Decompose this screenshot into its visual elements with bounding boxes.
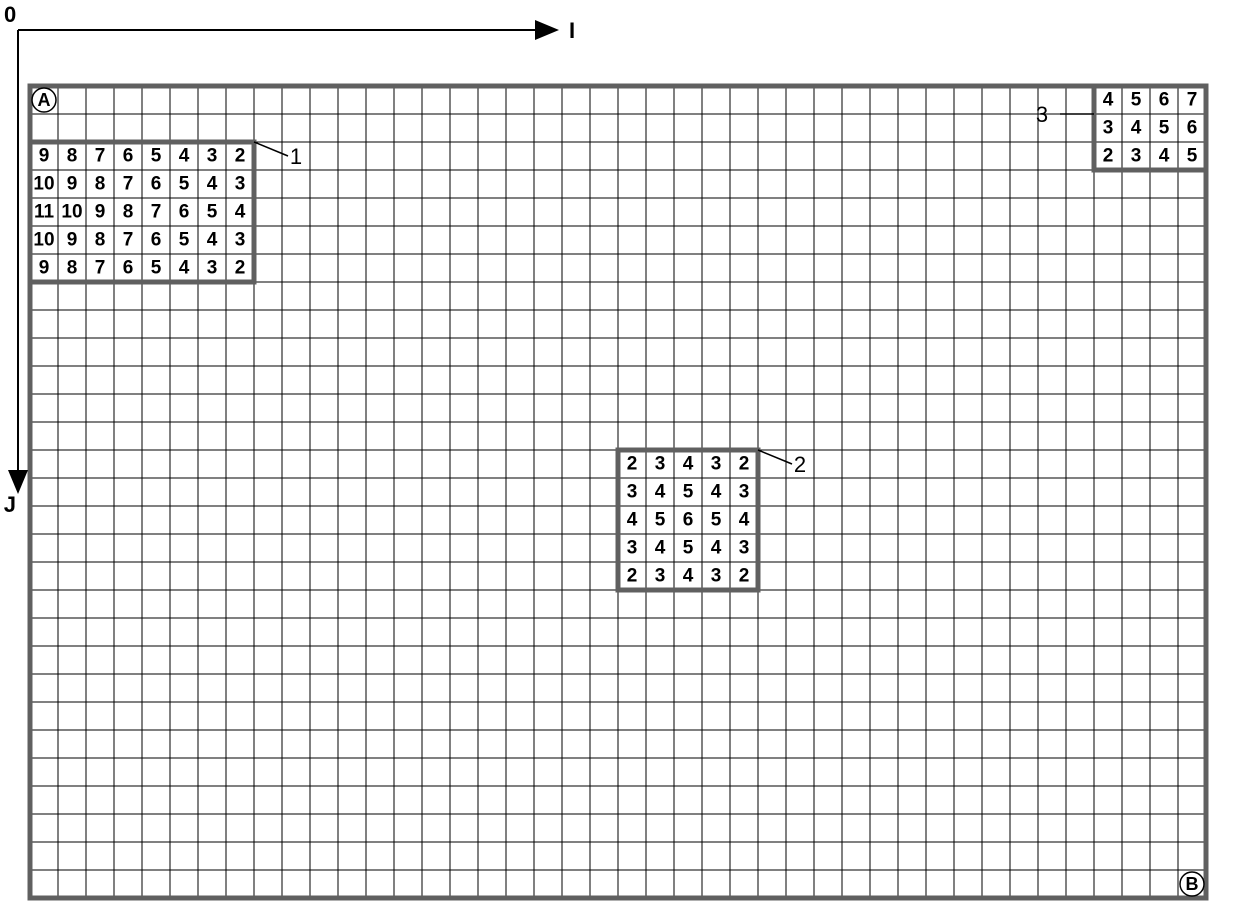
region-1-cell: 6 — [179, 202, 190, 223]
region-2-cell: 3 — [655, 566, 666, 587]
region-1-cell: 6 — [151, 230, 162, 251]
region-1-cell: 4 — [179, 146, 190, 167]
region-2-cell: 2 — [739, 566, 750, 587]
region-2-cell: 3 — [739, 482, 750, 503]
region-2-cell: 4 — [655, 482, 666, 503]
region-1-cell: 10 — [61, 202, 82, 223]
region-3-cell: 6 — [1159, 90, 1170, 111]
region-2-cell: 3 — [711, 454, 722, 475]
region-1-cell: 8 — [95, 174, 106, 195]
region-1-cell: 6 — [123, 146, 134, 167]
region-2-cell: 5 — [683, 482, 694, 503]
region-1-cell: 8 — [95, 230, 106, 251]
region-2-label: 2 — [794, 452, 806, 477]
corner-a-label: A — [38, 90, 51, 110]
region-1-cell: 3 — [235, 230, 246, 251]
region-1-cell: 5 — [207, 202, 218, 223]
corner-a: A — [32, 88, 56, 112]
region-2-cell: 4 — [739, 510, 750, 531]
region-3-cell: 3 — [1131, 146, 1142, 167]
region-3-cell: 4 — [1131, 118, 1142, 139]
region-1-cell: 4 — [207, 174, 218, 195]
region-3-cell: 4 — [1159, 146, 1170, 167]
corner-b: B — [1180, 872, 1204, 896]
region-1-cell: 9 — [67, 174, 78, 195]
region-1-cell: 8 — [67, 146, 78, 167]
region-2-cell: 4 — [711, 482, 722, 503]
region-1-cell: 3 — [235, 174, 246, 195]
region-1-cell: 6 — [151, 174, 162, 195]
region-1-cell: 4 — [179, 258, 190, 279]
region-1-cell: 7 — [123, 174, 134, 195]
corner-b-label: B — [1186, 874, 1199, 894]
region-3-cell: 3 — [1103, 118, 1114, 139]
region-3-cell: 7 — [1187, 90, 1198, 111]
diagram-stage: 0IJ9876543210987654311109876541098765439… — [0, 0, 1240, 918]
region-3-cell: 6 — [1187, 118, 1198, 139]
region-1-cell: 7 — [151, 202, 162, 223]
region-1-cell: 7 — [123, 230, 134, 251]
region-1-cell: 3 — [207, 146, 218, 167]
region-1-cell: 9 — [95, 202, 106, 223]
region-1-cell: 9 — [67, 230, 78, 251]
region-1-cell: 4 — [207, 230, 218, 251]
region-2-cell: 3 — [655, 454, 666, 475]
region-1-cell: 2 — [235, 258, 246, 279]
region-1-cell: 3 — [207, 258, 218, 279]
region-2-cell: 4 — [683, 566, 694, 587]
region-2-cell: 5 — [711, 510, 722, 531]
region-1-cell: 5 — [179, 174, 190, 195]
region-3-cell: 4 — [1103, 90, 1114, 111]
region-1-cell: 6 — [123, 258, 134, 279]
region-1-cell: 8 — [123, 202, 134, 223]
region-1-cell: 10 — [33, 174, 54, 195]
region-2-cell: 6 — [683, 510, 694, 531]
region-3-cell: 5 — [1159, 118, 1170, 139]
region-2-cell: 3 — [739, 538, 750, 559]
region-1-cell: 7 — [95, 146, 106, 167]
region-2-cell: 5 — [655, 510, 666, 531]
region-2-cell: 3 — [711, 566, 722, 587]
region-2-cell: 3 — [627, 482, 638, 503]
region-1-label: 1 — [290, 144, 302, 169]
region-1-cell: 5 — [151, 258, 162, 279]
origin-label: 0 — [4, 2, 16, 27]
region-1-cell: 9 — [39, 258, 50, 279]
region-2-cell: 4 — [627, 510, 638, 531]
region-1-cell: 7 — [95, 258, 106, 279]
region-1-cell: 8 — [67, 258, 78, 279]
region-2-cell: 2 — [739, 454, 750, 475]
region-1-cell: 2 — [235, 146, 246, 167]
region-2-cell: 4 — [711, 538, 722, 559]
region-2-cell: 4 — [683, 454, 694, 475]
i-axis-label: I — [569, 18, 575, 43]
region-2-cell: 4 — [655, 538, 666, 559]
region-2-cell: 2 — [627, 566, 638, 587]
region-1-cell: 5 — [151, 146, 162, 167]
region-3-cell: 5 — [1131, 90, 1142, 111]
region-1-cell: 11 — [34, 202, 55, 223]
region-2-cell: 3 — [627, 538, 638, 559]
region-1-cell: 10 — [33, 230, 54, 251]
region-3-cell: 2 — [1103, 146, 1114, 167]
region-3-label: 3 — [1036, 102, 1048, 127]
region-1-cell: 5 — [179, 230, 190, 251]
region-1-cell: 9 — [39, 146, 50, 167]
diagram-svg: 0IJ9876543210987654311109876541098765439… — [0, 0, 1240, 918]
region-2-cell: 2 — [627, 454, 638, 475]
region-1-cell: 4 — [235, 202, 246, 223]
j-axis-label: J — [4, 492, 16, 517]
region-2-cell: 5 — [683, 538, 694, 559]
region-3-cell: 5 — [1187, 146, 1198, 167]
